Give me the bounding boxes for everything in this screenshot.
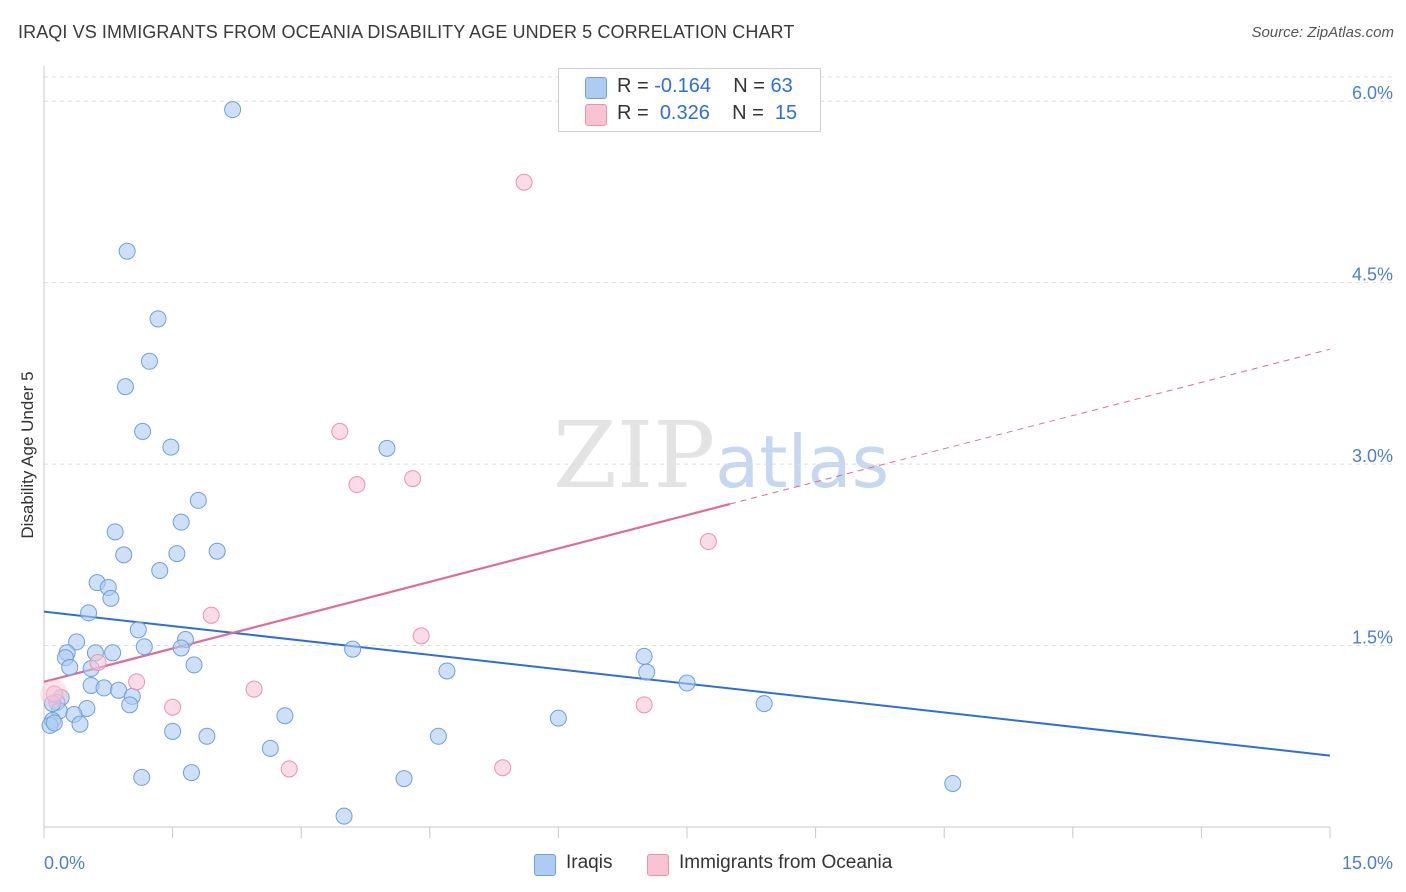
iraqi-point xyxy=(164,722,182,740)
n-label: N = xyxy=(733,75,765,97)
iraqi-point xyxy=(208,542,226,560)
iraqi-point xyxy=(261,739,279,757)
oceania-swatch xyxy=(585,104,607,126)
iraqi-point xyxy=(61,658,79,676)
iraqi-point xyxy=(134,422,152,440)
iraqi-point xyxy=(121,696,139,714)
x-tick-label: 0.0% xyxy=(44,853,85,873)
iraqi-point xyxy=(549,709,567,727)
iraqi-point xyxy=(344,640,362,658)
iraqi-point xyxy=(395,770,413,788)
iraqi-point xyxy=(678,674,696,692)
iraqi-point xyxy=(71,715,89,733)
oceania-point xyxy=(128,673,146,691)
legend-label-iraqis: Iraqis xyxy=(566,852,613,873)
iraqi-point xyxy=(429,727,447,745)
oceania-point xyxy=(245,680,263,698)
iraqi-point xyxy=(80,604,98,622)
y-tick-label: 6.0% xyxy=(1352,83,1393,103)
iraqi-point xyxy=(182,764,200,782)
iraqi-point xyxy=(140,352,158,370)
iraqi-point xyxy=(638,663,656,681)
iraqi-point xyxy=(95,679,113,697)
x-tick-label: 15.0% xyxy=(1342,853,1393,873)
iraqi-point xyxy=(635,647,653,665)
iraqi-point xyxy=(276,707,294,725)
iraqi-point xyxy=(135,638,153,656)
oceania-point xyxy=(45,685,63,703)
y-tick-label: 4.5% xyxy=(1352,265,1393,285)
iraqi-point xyxy=(68,633,86,651)
iraqi-point xyxy=(198,727,216,745)
iraqi-point xyxy=(172,513,190,531)
iraqi-point xyxy=(115,546,133,564)
grid-layer xyxy=(44,76,1396,647)
oceania-point xyxy=(494,759,512,777)
r-value: -0.164 xyxy=(654,75,711,97)
iraqi-point xyxy=(106,523,124,541)
oceania-point xyxy=(164,698,182,716)
iraqi-point xyxy=(104,644,122,662)
trend-layer xyxy=(43,348,1331,757)
oceania-point xyxy=(331,422,349,440)
oceania-point xyxy=(348,476,366,494)
oceania-trendline xyxy=(43,502,731,683)
oceania-point xyxy=(699,533,717,551)
y-axis-label: Disability Age Under 5 xyxy=(18,371,37,538)
iraqi-point xyxy=(378,439,396,457)
iraqi-point xyxy=(185,656,203,674)
oceania-point xyxy=(404,470,422,488)
source-label: Source: ZipAtlas.com xyxy=(1251,24,1394,41)
y-tick-label: 3.0% xyxy=(1352,446,1393,466)
iraqi-point xyxy=(224,101,242,119)
iraqis-swatch xyxy=(585,77,607,99)
iraqi-point xyxy=(149,310,167,328)
legend-label-oceania: Immigrants from Oceania xyxy=(679,852,893,873)
r-value: 0.326 xyxy=(659,102,710,124)
oceania-trendline-extension xyxy=(729,348,1331,505)
point-layer xyxy=(40,101,962,825)
iraqi-point xyxy=(162,438,180,456)
oceania-cluster-point xyxy=(40,679,69,708)
iraqis-legend-swatch xyxy=(534,854,556,876)
iraqi-point xyxy=(118,242,136,260)
series-legend: Iraqis Immigrants from Oceania xyxy=(0,852,1406,878)
watermark-atlas: atlas xyxy=(715,420,890,504)
iraqi-point xyxy=(151,562,169,580)
oceania-point xyxy=(89,653,107,671)
iraqi-point xyxy=(755,695,773,713)
iraqi-point xyxy=(172,639,190,657)
y-tick-label: 1.5% xyxy=(1352,628,1393,648)
label-layer: 1.5% 3.0% 4.5% 6.0% 0.0% 15.0% Disability Age … xyxy=(18,83,1393,873)
iraqi-point xyxy=(133,768,151,786)
iraqi-point xyxy=(438,662,456,680)
r-label: R = xyxy=(617,102,649,124)
iraqi-point xyxy=(102,589,120,607)
iraqi-point xyxy=(45,714,63,732)
oceania-point xyxy=(635,696,653,714)
iraqi-point xyxy=(335,807,353,825)
chart-title: IRAQI VS IMMIGRANTS FROM OCEANIA DISABIL… xyxy=(18,22,795,42)
oceania-point xyxy=(412,627,430,645)
iraqi-point xyxy=(116,378,134,396)
oceania-point xyxy=(280,760,298,778)
oceania-point xyxy=(515,173,533,191)
watermark: ZIPatlas xyxy=(553,402,889,509)
oceania-point xyxy=(202,606,220,624)
iraqi-point xyxy=(189,491,207,509)
r-label: R = xyxy=(617,75,649,97)
watermark-zip: ZIP xyxy=(553,402,716,509)
n-value: 15 xyxy=(774,102,798,124)
correlation-legend: R = -0.164 N = 63 R = 0.326 N = 15 xyxy=(558,68,821,132)
iraqi-point xyxy=(168,545,186,563)
n-value: 63 xyxy=(770,75,793,97)
oceania-legend-swatch xyxy=(647,854,669,876)
iraqi-point xyxy=(129,621,147,639)
axis-layer xyxy=(43,66,1331,838)
n-label: N = xyxy=(732,102,764,124)
iraqi-point xyxy=(944,774,962,792)
